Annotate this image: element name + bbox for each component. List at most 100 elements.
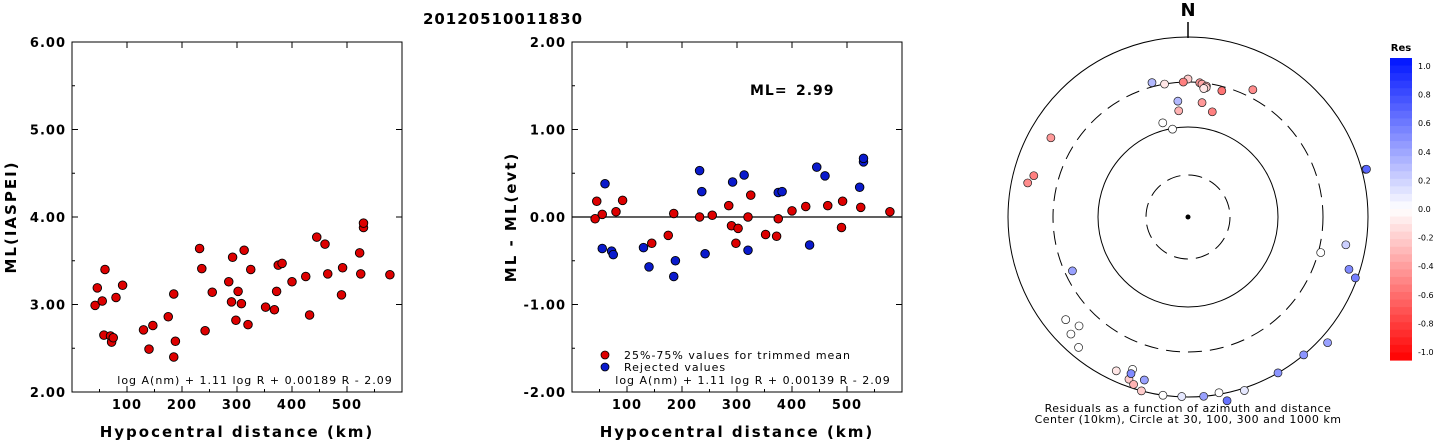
colorbar-cell	[1390, 118, 1412, 127]
data-point	[117, 280, 128, 291]
data-point	[163, 312, 173, 322]
colorbar-cell	[1390, 322, 1412, 331]
data-point	[194, 243, 205, 254]
colorbar-cell	[1390, 254, 1412, 263]
colorbar-cell	[1390, 73, 1412, 82]
station-point	[1111, 366, 1121, 376]
colorbar-cell	[1390, 224, 1412, 233]
station-point	[1344, 264, 1354, 274]
data-point	[170, 336, 181, 347]
data-point	[611, 206, 621, 217]
colorbar-cell	[1390, 284, 1412, 293]
colorbar-cell	[1390, 352, 1412, 361]
data-point	[236, 298, 247, 309]
data-point	[108, 333, 118, 343]
data-point	[312, 232, 322, 242]
station-point	[1323, 338, 1332, 348]
distance-ring-300	[1052, 81, 1324, 353]
data-point	[243, 319, 253, 330]
azimuth-distance-plot: N Residuals as a function of azimuth and…	[1007, 0, 1371, 426]
colorbar-tick-label: 0.2	[1418, 176, 1431, 185]
plot1-ylabel: ML(IASPEI)	[2, 160, 20, 273]
data-point	[356, 269, 366, 279]
station-point	[1066, 329, 1076, 339]
data-point	[669, 271, 679, 282]
colorbar-tick-label: -0.4	[1418, 262, 1434, 271]
colorbar-cell	[1390, 95, 1412, 104]
station-point	[1137, 386, 1146, 396]
station-point	[1023, 178, 1033, 188]
colorbar-cell	[1390, 307, 1412, 316]
data-point	[608, 249, 619, 260]
station-point	[1207, 107, 1217, 117]
data-point	[836, 222, 847, 233]
station-point	[1222, 396, 1232, 406]
station-point	[1299, 350, 1309, 360]
data-point	[277, 258, 287, 269]
xtick-label: 400	[277, 398, 307, 413]
legend-rejected-marker	[600, 362, 610, 372]
xtick-label: 100	[112, 398, 142, 413]
station-point	[1199, 84, 1209, 93]
station-point	[1214, 388, 1224, 398]
distance-ring-30	[1145, 174, 1231, 260]
station-point	[1068, 266, 1077, 276]
colorbar-cell	[1390, 125, 1412, 135]
colorbar-cell	[1390, 65, 1412, 74]
ytick-label: -1.00	[524, 299, 566, 314]
data-point	[812, 162, 822, 172]
colorbar-tick-label: -0.2	[1418, 234, 1434, 243]
station-point	[1074, 343, 1083, 352]
data-point	[301, 271, 311, 282]
colorbar-cell	[1390, 186, 1412, 195]
data-point	[138, 325, 149, 335]
colorbar-cell	[1390, 80, 1412, 89]
colorbar-cell	[1390, 329, 1412, 338]
legend-trimmed-label: 25%-75% values for trimmed mean	[624, 349, 851, 362]
residual-vs-distance-plot: ML - ML(evt) Hypocentral distance (km) M…	[502, 36, 903, 441]
data-point	[727, 177, 738, 187]
colorbar-cell	[1390, 239, 1412, 248]
plot2-xlabel: Hypocentral distance (km)	[600, 423, 875, 441]
data-point	[820, 171, 830, 181]
colorbar-tick-label: -0.6	[1418, 291, 1434, 300]
polar-caption-line1: Residuals as a function of azimuth and d…	[1045, 402, 1332, 415]
station-point	[1178, 77, 1188, 87]
data-point	[669, 208, 679, 219]
data-point	[885, 206, 895, 217]
data-point	[323, 269, 333, 279]
data-point	[787, 206, 797, 216]
colorbar-cell	[1390, 110, 1412, 119]
data-point	[197, 263, 207, 274]
data-point	[644, 262, 654, 272]
colorbar-cell	[1390, 344, 1412, 354]
residual-colorbar: Res 1.0 0.8 0.6 0.4 0.2 0.0 -0.2 -0.4 -0.6 -0.8 -1…	[1390, 43, 1434, 361]
colorbar-cell	[1390, 193, 1412, 203]
ml-vs-distance-plot: ML(IASPEI) Hypocentral distance (km) log…	[2, 36, 403, 441]
data-point	[739, 170, 749, 180]
station-point	[1197, 98, 1207, 108]
data-point	[97, 296, 107, 306]
station-point	[1160, 79, 1169, 89]
station-point	[1248, 85, 1258, 95]
data-point	[700, 248, 710, 259]
colorbar-cell	[1390, 231, 1412, 240]
data-point	[823, 200, 833, 211]
colorbar-cell	[1390, 163, 1412, 172]
colorbar-tick-label: -0.8	[1418, 319, 1434, 328]
data-point	[337, 263, 348, 273]
polar-caption-line2: Center (10km), Circle at 30, 100, 300 an…	[1035, 413, 1342, 426]
data-point	[777, 186, 787, 197]
data-point	[223, 277, 234, 287]
figure-title: 20120510011830	[423, 10, 583, 28]
station-point	[1139, 375, 1149, 385]
data-point	[837, 196, 848, 206]
colorbar-tick-label: 0.8	[1418, 91, 1431, 100]
station-point	[1173, 96, 1183, 106]
data-point	[804, 240, 815, 250]
ytick-label: 0.00	[530, 211, 566, 226]
epicenter-dot	[1185, 214, 1191, 220]
colorbar-cell	[1390, 178, 1412, 187]
colorbar-tick-label: 0.4	[1418, 148, 1431, 157]
colorbar-cell	[1390, 216, 1412, 225]
